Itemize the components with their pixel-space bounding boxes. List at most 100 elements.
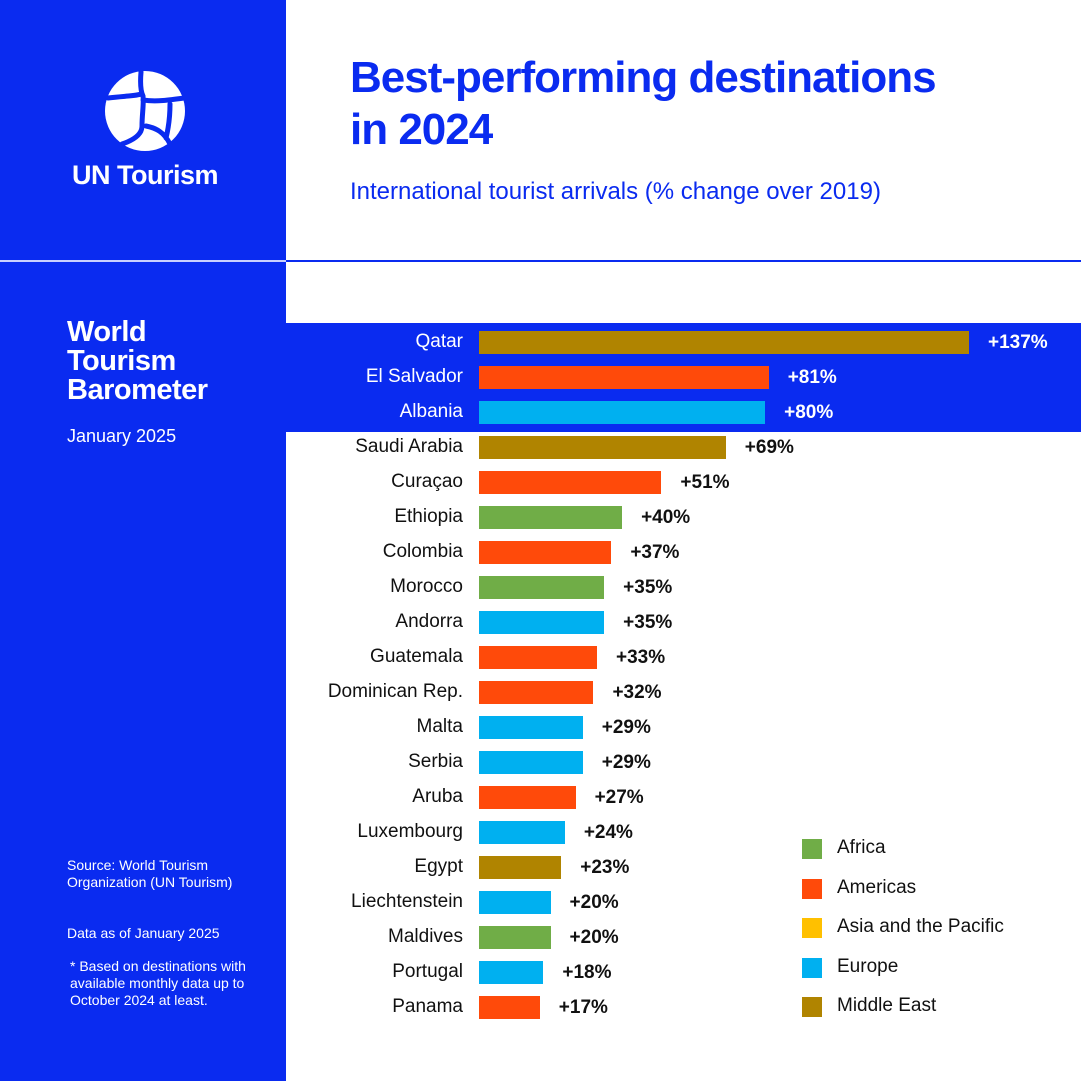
legend-label: Asia and the Pacific — [837, 916, 1004, 937]
title-line: Best-performing destinations — [350, 53, 937, 102]
footnote: * Based on destinations with available m… — [70, 958, 246, 1008]
chart-title: Best-performing destinations in 2024 — [350, 52, 937, 156]
bar-label: Luxembourg — [357, 821, 463, 842]
bar — [479, 856, 562, 879]
divider — [0, 260, 286, 262]
bar-row: Ethiopia +40% — [286, 500, 1081, 535]
bar-row: Qatar +137% — [286, 325, 1081, 360]
bar-value-label: +29% — [601, 752, 651, 773]
publication-line: World — [67, 316, 147, 348]
bar — [479, 926, 551, 949]
bar-value-label: +69% — [744, 437, 794, 458]
bar — [479, 646, 598, 669]
bar-label: Ethiopia — [394, 506, 463, 527]
bar — [479, 331, 969, 354]
bar-value-label: +81% — [787, 367, 837, 388]
data-as-of: Data as of January 2025 — [67, 925, 220, 941]
bar-label: Portugal — [392, 961, 463, 982]
bar-value-label: +137% — [988, 332, 1048, 353]
bar — [479, 751, 583, 774]
legend-swatch — [802, 997, 822, 1017]
publication-line: Tourism — [67, 345, 176, 377]
legend-label: Americas — [837, 876, 917, 898]
bar-row: Andorra +35% — [286, 605, 1081, 640]
bar — [479, 366, 769, 389]
bar-row: Panama +17% — [286, 990, 1081, 1025]
legend-swatch — [802, 839, 822, 859]
legend-swatch — [802, 918, 822, 938]
brand-name: UN Tourism — [71, 160, 219, 190]
bar-value-label: +51% — [680, 472, 730, 493]
bar-row: El Salvador +81% — [286, 360, 1081, 395]
bar-value-label: +32% — [612, 682, 662, 703]
bar-label: Morocco — [390, 576, 463, 597]
bar — [479, 541, 612, 564]
bar — [479, 611, 605, 634]
left-panel: UN Tourism World Tourism Barometer Janua… — [0, 0, 286, 1081]
bar-row: Egypt +23% — [286, 850, 1081, 885]
legend-label: Europe — [837, 955, 899, 977]
bar — [479, 401, 766, 424]
bar-value-label: +35% — [623, 577, 673, 598]
bar-label: Guatemala — [370, 646, 463, 667]
bar-row: Malta +29% — [286, 710, 1081, 745]
bar-row: Dominican Rep. +32% — [286, 675, 1081, 710]
bar-label: Egypt — [414, 856, 463, 877]
bar — [479, 436, 726, 459]
bar-label: El Salvador — [365, 366, 463, 387]
bar-value-label: +23% — [580, 857, 630, 878]
bar-row: Curaçao +51% — [286, 465, 1081, 500]
bar-label: Panama — [392, 996, 463, 1017]
bar — [479, 786, 576, 809]
bar-row: Portugal +18% — [286, 955, 1081, 990]
bar — [479, 716, 583, 739]
bar-row: Saudi Arabia +69% — [286, 430, 1081, 465]
bar-label: Malta — [416, 716, 463, 737]
bar-value-label: +17% — [558, 997, 608, 1018]
bar — [479, 576, 605, 599]
source-note: Source: World Tourism Organization (UN T… — [67, 857, 233, 890]
bar — [479, 891, 551, 914]
bar-row: Serbia +29% — [286, 745, 1081, 780]
bar — [479, 821, 565, 844]
bar-value-label: +24% — [583, 822, 633, 843]
bar-label: Andorra — [395, 611, 463, 632]
bar-label: Liechtenstein — [351, 891, 463, 912]
bar-label: Maldives — [388, 926, 463, 947]
bar-label: Serbia — [408, 751, 463, 772]
bar-label: Qatar — [415, 331, 463, 352]
legend-swatch — [802, 957, 822, 978]
publication-title: World Tourism Barometer — [67, 318, 208, 405]
publication-line: Barometer — [67, 374, 208, 406]
bar-row: Albania +80% — [286, 395, 1081, 430]
bar-value-label: +18% — [562, 962, 612, 983]
bar — [479, 961, 544, 984]
legend-label: Africa — [837, 837, 886, 858]
bar-label: Aruba — [412, 786, 463, 807]
bar — [479, 506, 623, 529]
bar-value-label: +40% — [641, 507, 691, 528]
title-line: in 2024 — [350, 105, 493, 154]
bar-label: Colombia — [382, 541, 463, 562]
bar — [479, 996, 540, 1019]
bar-row: Guatemala +33% — [286, 640, 1081, 675]
bar-row: Luxembourg +24% — [286, 815, 1081, 850]
bar-value-label: +33% — [616, 647, 666, 668]
bar-row: Liechtenstein +20% — [286, 885, 1081, 920]
chart-subtitle: International tourist arrivals (% change… — [350, 178, 881, 205]
bar-value-label: +27% — [594, 787, 644, 808]
bar-label: Dominican Rep. — [327, 681, 463, 702]
bar-value-label: +20% — [569, 927, 619, 948]
legend-label: Middle East — [837, 995, 937, 1016]
publication-date: January 2025 — [67, 426, 177, 446]
bar-label: Curaçao — [391, 471, 463, 492]
bar-value-label: +80% — [784, 402, 834, 423]
bar-row: Maldives +20% — [286, 920, 1081, 955]
divider — [286, 260, 1081, 262]
bar-row: Morocco +35% — [286, 570, 1081, 605]
bar-row: Colombia +37% — [286, 535, 1081, 570]
bar-value-label: +35% — [623, 612, 673, 633]
bar-label: Saudi Arabia — [355, 436, 463, 457]
un-tourism-globe-logo — [105, 70, 186, 151]
bar-row: Aruba +27% — [286, 780, 1081, 815]
